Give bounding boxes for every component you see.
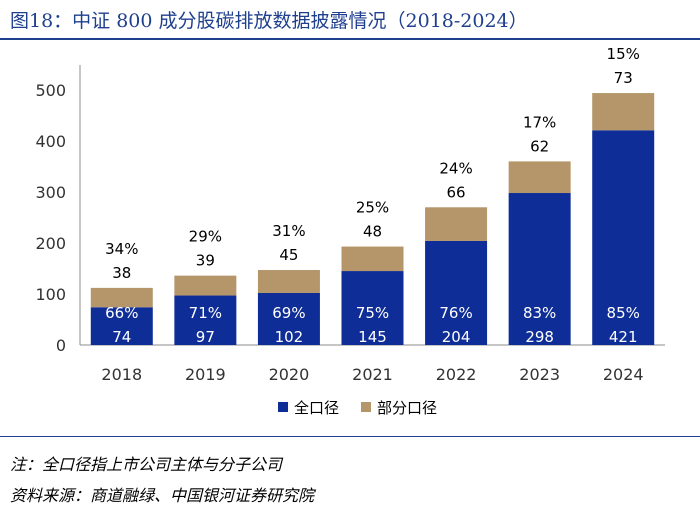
data-label-partial-percent: 29% bbox=[189, 228, 222, 246]
x-tick-label: 2019 bbox=[185, 365, 226, 384]
x-tick-label: 2022 bbox=[436, 365, 477, 384]
data-label-full-percent: 83% bbox=[523, 304, 556, 322]
legend-item-full: 全口径 bbox=[278, 397, 339, 418]
data-label-full-value: 102 bbox=[275, 328, 304, 346]
bar-full-2023 bbox=[508, 193, 571, 345]
chart-source: 资料来源：商道融绿、中国银河证券研究院 bbox=[10, 486, 315, 505]
legend-swatch-full bbox=[278, 402, 288, 412]
y-tick-label: 400 bbox=[35, 132, 66, 151]
x-tick-label: 2024 bbox=[603, 365, 644, 384]
data-label-partial-percent: 31% bbox=[272, 222, 305, 240]
data-label-partial-percent: 25% bbox=[356, 199, 389, 217]
data-label-partial-value: 73 bbox=[614, 69, 633, 87]
data-label-full-value: 145 bbox=[358, 328, 387, 346]
bar-full-2022 bbox=[425, 240, 488, 345]
data-label-partial-percent: 15% bbox=[607, 45, 640, 63]
bar-partial-2020 bbox=[257, 270, 320, 293]
x-tick-label: 2020 bbox=[269, 365, 310, 384]
title-divider bbox=[0, 38, 700, 40]
bar-full-2018 bbox=[90, 307, 153, 345]
bar-partial-2024 bbox=[592, 93, 655, 131]
y-tick-label: 200 bbox=[35, 234, 66, 253]
data-label-partial-value: 48 bbox=[363, 223, 382, 241]
bar-partial-2023 bbox=[508, 161, 571, 194]
bar-full-2020 bbox=[257, 292, 320, 345]
bar-full-2019 bbox=[174, 295, 237, 345]
data-label-full-percent: 71% bbox=[189, 304, 222, 322]
y-tick-label: 300 bbox=[35, 183, 66, 202]
y-tick-label: 0 bbox=[56, 336, 66, 355]
data-label-full-percent: 76% bbox=[439, 304, 472, 322]
y-tick-label: 100 bbox=[35, 285, 66, 304]
data-label-full-value: 298 bbox=[525, 328, 554, 346]
footer-divider bbox=[0, 436, 700, 437]
bar-full-2024 bbox=[592, 130, 655, 345]
y-tick-label: 500 bbox=[35, 81, 66, 100]
data-label-full-value: 204 bbox=[442, 328, 471, 346]
bar-partial-2022 bbox=[425, 207, 488, 241]
stacked-bar-chart: 0 100 200 300 400 500 74 66% 38 34% 2018 97 71% 39 29%… bbox=[35, 45, 665, 384]
data-label-partial-value: 38 bbox=[112, 264, 131, 282]
bar-partial-2021 bbox=[341, 246, 404, 272]
data-label-partial-value: 62 bbox=[530, 137, 549, 155]
legend-label-full: 全口径 bbox=[294, 398, 340, 417]
bar-partial-2019 bbox=[174, 275, 237, 296]
data-label-partial-percent: 17% bbox=[523, 113, 556, 131]
data-label-partial-value: 66 bbox=[447, 183, 466, 201]
data-label-full-percent: 66% bbox=[105, 304, 138, 322]
figure-title: 图18：中证 800 成分股碳排放数据披露情况（2018-2024） bbox=[10, 10, 528, 32]
x-tick-label: 2021 bbox=[352, 365, 393, 384]
legend-item-partial: 部分口径 bbox=[361, 397, 437, 418]
data-label-full-percent: 85% bbox=[607, 304, 640, 322]
chart-note: 注：全口径指上市公司主体与分子公司 bbox=[10, 455, 283, 474]
data-label-partial-percent: 34% bbox=[105, 240, 138, 258]
data-label-full-percent: 75% bbox=[356, 304, 389, 322]
bar-full-2021 bbox=[341, 271, 404, 345]
legend-label-partial: 部分口径 bbox=[377, 398, 438, 417]
legend-swatch-partial bbox=[361, 402, 372, 412]
x-tick-label: 2023 bbox=[519, 365, 560, 384]
data-label-partial-value: 39 bbox=[196, 252, 215, 270]
x-tick-label: 2018 bbox=[101, 365, 142, 384]
data-label-partial-percent: 24% bbox=[439, 159, 472, 177]
chart-legend: 全口径 部分口径 bbox=[278, 396, 437, 418]
data-label-full-percent: 69% bbox=[272, 304, 305, 322]
data-label-full-value: 421 bbox=[609, 328, 638, 346]
data-label-partial-value: 45 bbox=[279, 246, 298, 264]
data-label-full-value: 97 bbox=[196, 328, 215, 346]
data-label-full-value: 74 bbox=[112, 328, 131, 346]
bar-partial-2018 bbox=[90, 287, 153, 308]
